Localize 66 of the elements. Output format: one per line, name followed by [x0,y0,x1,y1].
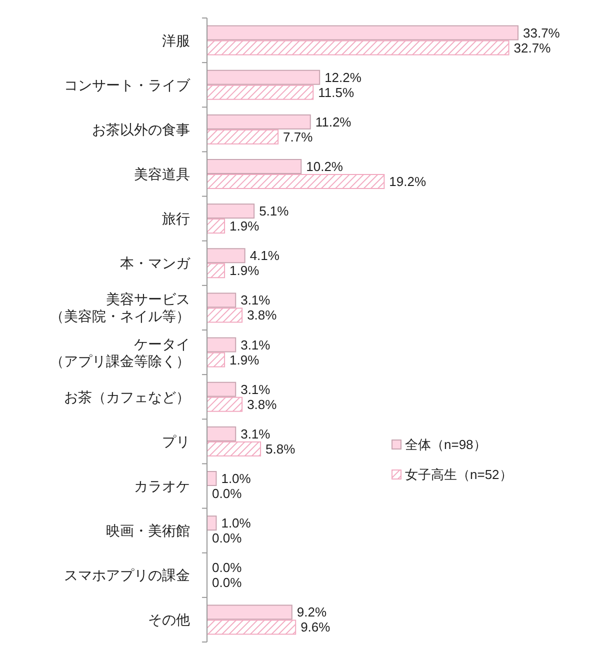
data-label: 3.8% [247,396,278,412]
bar [206,84,314,100]
data-label: 3.1% [240,337,271,352]
y-tick-label: 美容道具 [134,166,190,182]
data-label: 19.2% [389,174,426,189]
data-label: 9.6% [300,620,331,635]
bar [206,114,311,130]
data-label: 5.1% [259,204,290,219]
bar [206,248,246,264]
bar [206,174,385,189]
y-tick-label: プリ [162,433,190,450]
data-label: 33.7% [523,25,560,40]
data-label: 0.0% [212,575,242,590]
data-label: 3.1% [240,292,271,308]
y-tick-label: お茶以外の食事 [92,121,190,138]
y-tick-label: 映画・美術館 [106,522,190,539]
y-tick-label: ケータイ（アプリ課金等除く） [50,336,190,369]
bar [206,620,296,635]
bar [206,396,243,412]
bar [206,129,279,144]
data-label: 7.7% [283,129,314,144]
bar [206,337,236,352]
bar [206,308,243,323]
data-label: 1.9% [230,263,260,278]
data-label: 1.9% [230,352,260,368]
legend-label: 全体（n=98） [405,437,486,452]
y-tick-label: 洋服 [162,32,190,48]
bar [206,204,255,219]
y-tick-label: 本・マンガ [120,255,191,272]
bar [206,159,302,174]
data-label: 12.2% [324,70,362,85]
data-label: 1.0% [221,516,252,531]
y-tick-label: カラオケ [134,478,190,494]
data-label: 1.9% [230,218,260,234]
bar [206,426,236,442]
legend-label: 女子高生（n=52） [405,467,512,482]
bar [206,292,236,308]
data-label: 0.0% [212,560,242,576]
bar [206,25,518,40]
bar [206,40,510,56]
bar [206,382,236,397]
data-label: 1.0% [221,471,252,486]
bar [206,441,262,456]
data-label: 0.0% [212,530,242,546]
data-label: 3.8% [247,308,278,323]
y-tick-label: その他 [148,612,190,628]
data-label: 4.1% [250,248,280,264]
bar [206,263,226,278]
data-label: 11.5% [318,84,354,100]
data-label: 3.1% [240,382,271,397]
y-tick-label: スマホアプリの課金 [64,567,190,584]
data-label: 11.2% [315,114,352,130]
data-label: 9.2% [296,604,327,620]
bar [206,352,226,368]
data-label: 10.2% [306,159,344,174]
data-label: 5.8% [266,441,296,456]
data-label: 3.1% [240,426,271,442]
bar [206,70,320,85]
bar [206,604,292,620]
y-tick-label: お茶（カフェなど） [64,388,190,405]
y-tick-label: 旅行 [162,210,190,227]
data-label: 32.7% [514,40,552,56]
data-label: 0.0% [212,486,242,501]
bar [206,218,226,234]
y-tick-label: コンサート・ライブ [64,76,191,93]
y-tick-label: 美容サービス（美容院・ネイル等） [50,291,190,324]
